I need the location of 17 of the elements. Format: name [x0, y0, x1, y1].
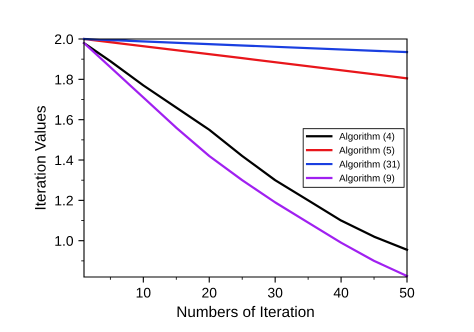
y-tick-label: 2.0: [54, 34, 74, 44]
y-tick-label: 1.8: [55, 74, 73, 85]
y-tick-label: 1.4: [55, 155, 74, 166]
x-tick-label: 50: [400, 288, 414, 298]
y-tick-label: 1.2: [55, 196, 73, 206]
y-axis-title: Iteration Values: [34, 106, 46, 210]
x-axis-title: Numbers of Iteration: [178, 306, 314, 318]
x-tick-label: 20: [202, 288, 216, 298]
legend-label: Algorithm (5): [339, 146, 394, 156]
legend-label: Algorithm (4): [339, 132, 394, 142]
y-tick-label: 1.6: [55, 115, 73, 125]
x-tick-label: 30: [268, 288, 282, 298]
x-tick-label: 10: [136, 288, 151, 298]
legend-label: Algorithm (9): [339, 174, 394, 184]
y-tick-label: 1.0: [55, 236, 74, 246]
legend-label: Algorithm (31): [339, 160, 400, 170]
x-tick-label: 40: [334, 288, 348, 298]
